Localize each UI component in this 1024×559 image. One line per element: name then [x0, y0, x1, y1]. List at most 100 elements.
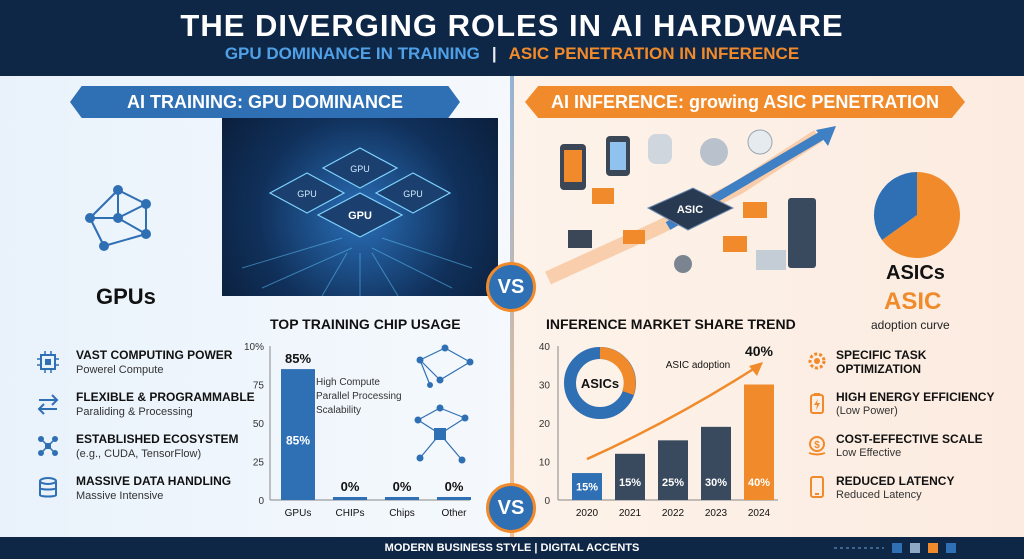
- adoption-curve: [586, 366, 756, 461]
- feature-heading: MASSIVE DATA HANDLING: [76, 474, 232, 488]
- x-tick-label: Other: [441, 508, 467, 519]
- feature-subtext: Massive Intensive: [76, 490, 164, 502]
- bar-value-label: 25%: [662, 477, 684, 489]
- header: THE DIVERGING ROLES IN AI HARDWARE GPU D…: [0, 0, 1024, 76]
- top-value-label: 40%: [745, 343, 774, 359]
- feature-heading: FLEXIBLE & PROGRAMMABLE: [76, 390, 255, 404]
- note-item: Scalability: [316, 405, 362, 416]
- page-subtitle: GPU DOMINANCE IN TRAINING | ASIC PENETRATI…: [0, 44, 1024, 64]
- y-tick-label: 10: [539, 458, 551, 469]
- bar-value-label: 0%: [393, 479, 412, 494]
- bar-value-label: 15%: [576, 482, 598, 494]
- vs-badge: VS: [486, 483, 536, 533]
- asic-label: ASIC: [884, 288, 942, 315]
- y-tick-label: 0: [544, 496, 550, 507]
- adoption-curve-label: adoption curve: [871, 318, 950, 332]
- feature-heading: OPTIMIZATION: [836, 362, 922, 376]
- bar-value-label: 30%: [705, 477, 727, 489]
- feature-subtext: (Low Power): [836, 405, 898, 417]
- training-banner: AI TRAINING: GPU DOMINANCE: [70, 86, 460, 118]
- asics-label: ASICs: [886, 262, 945, 284]
- x-tick-label: 2023: [705, 508, 728, 519]
- gpu-chip-label: GPU: [348, 210, 372, 222]
- feature-heading: COST-EFFECTIVE SCALE: [836, 432, 983, 446]
- x-tick-label: 2024: [748, 508, 771, 519]
- network-icon: [36, 434, 60, 458]
- gpu-chip-label: GPU: [350, 164, 370, 174]
- bar-inner-label: 85%: [286, 434, 310, 448]
- chip-icon: [36, 350, 60, 374]
- inference-banner: AI INFERENCE: growing ASIC PENETRATION: [525, 86, 965, 118]
- inference-share-chart: 40 30 20 10 0 ASICs ASIC adoption 15% 2020 15% 202…: [539, 342, 778, 519]
- bar-value-label: 0%: [341, 479, 360, 494]
- y-tick-label: 10%: [244, 342, 264, 353]
- donut-label: ASICs: [581, 376, 619, 391]
- mini-network-icon: [410, 340, 480, 485]
- curve-arrowhead: [749, 362, 763, 376]
- bar: [615, 453, 645, 500]
- x-tick-label: 2021: [619, 508, 642, 519]
- donut-segment: [599, 347, 636, 395]
- y-tick-label: 25: [253, 458, 265, 469]
- y-tick-label: 20: [539, 419, 551, 430]
- bar-value-label: 85%: [285, 351, 311, 366]
- phone-icon: [806, 476, 828, 498]
- feature-subtext: Powerel Compute: [76, 364, 164, 376]
- coin-icon: $: [806, 434, 828, 456]
- footer-decoration: [834, 541, 974, 559]
- page-title: THE DIVERGING ROLES IN AI HARDWARE: [180, 8, 844, 43]
- y-tick-label: 30: [539, 381, 551, 392]
- x-tick-label: GPUs: [285, 508, 312, 519]
- bar-value-label: 40%: [748, 477, 770, 489]
- bar: [744, 384, 774, 500]
- feature-heading: VAST COMPUTING POWER: [76, 348, 233, 362]
- database-icon: [36, 476, 60, 500]
- x-tick-label: CHIPs: [336, 508, 365, 519]
- subtitle-right: ASIC PENETRATION IN INFERENCE: [508, 44, 800, 63]
- bar: [437, 497, 471, 500]
- asic-pie-icon: [872, 170, 962, 265]
- asic-devices-illustration: ASIC: [528, 118, 858, 296]
- subtitle-left: GPU DOMINANCE IN TRAINING: [224, 44, 480, 63]
- training-chart-notes: High Compute Parallel Processing Scalabi…: [316, 376, 402, 418]
- bar-value-label: 15%: [619, 477, 641, 489]
- vs-badge: VS: [486, 262, 536, 312]
- curve-label: ASIC adoption: [666, 360, 731, 371]
- svg-text:$: $: [814, 440, 820, 451]
- gpu-chip-label: GPU: [297, 189, 317, 199]
- y-tick-label: 75: [253, 381, 265, 392]
- footer: MODERN BUSINESS STYLE | DIGITAL ACCENTS: [0, 537, 1024, 559]
- x-tick-label: 2022: [662, 508, 685, 519]
- bar: [658, 440, 688, 500]
- neural-network-icon: [70, 178, 170, 258]
- y-tick-label: 50: [253, 419, 265, 430]
- feature-heading: HIGH ENERGY EFFICIENCY: [836, 390, 995, 404]
- arrows-icon: [36, 392, 60, 416]
- note-item: High Compute: [316, 377, 380, 388]
- x-tick-label: Chips: [389, 508, 415, 519]
- inference-chart-title: INFERENCE MARKET SHARE TREND: [546, 316, 796, 332]
- bar: [385, 497, 419, 500]
- training-chip-chart: 10% 75 50 25 0 85% GPUs 85% 0% CHIPs 0% Chips 0% Othe…: [244, 342, 471, 519]
- bar-value-label: 0%: [445, 479, 464, 494]
- feature-subtext: Reduced Latency: [836, 489, 922, 501]
- y-tick-label: 40: [539, 342, 551, 353]
- feature-heading: REDUCED LATENCY: [836, 474, 955, 488]
- feature-subtext: (e.g., CUDA, TensorFlow): [76, 448, 202, 460]
- bar: [333, 497, 367, 500]
- gpus-label: GPUs: [96, 284, 156, 309]
- feature-subtext: Low Effective: [836, 447, 902, 459]
- note-item: Parallel Processing: [316, 391, 402, 402]
- bar: [572, 473, 602, 500]
- y-tick-label: 0: [258, 496, 264, 507]
- feature-heading: ESTABLISHED ECOSYSTEM: [76, 432, 239, 446]
- x-tick-label: 2020: [576, 508, 599, 519]
- gpu-chip-label: GPU: [403, 189, 423, 199]
- bar: [701, 426, 731, 500]
- battery-icon: [806, 392, 828, 414]
- subtitle-separator: |: [491, 44, 497, 63]
- training-chart-title: TOP TRAINING CHIP USAGE: [270, 316, 461, 332]
- feature-heading: SPECIFIC TASK: [836, 348, 927, 362]
- feature-subtext: Paraliding & Processing: [76, 406, 193, 418]
- gear-icon: [806, 350, 828, 372]
